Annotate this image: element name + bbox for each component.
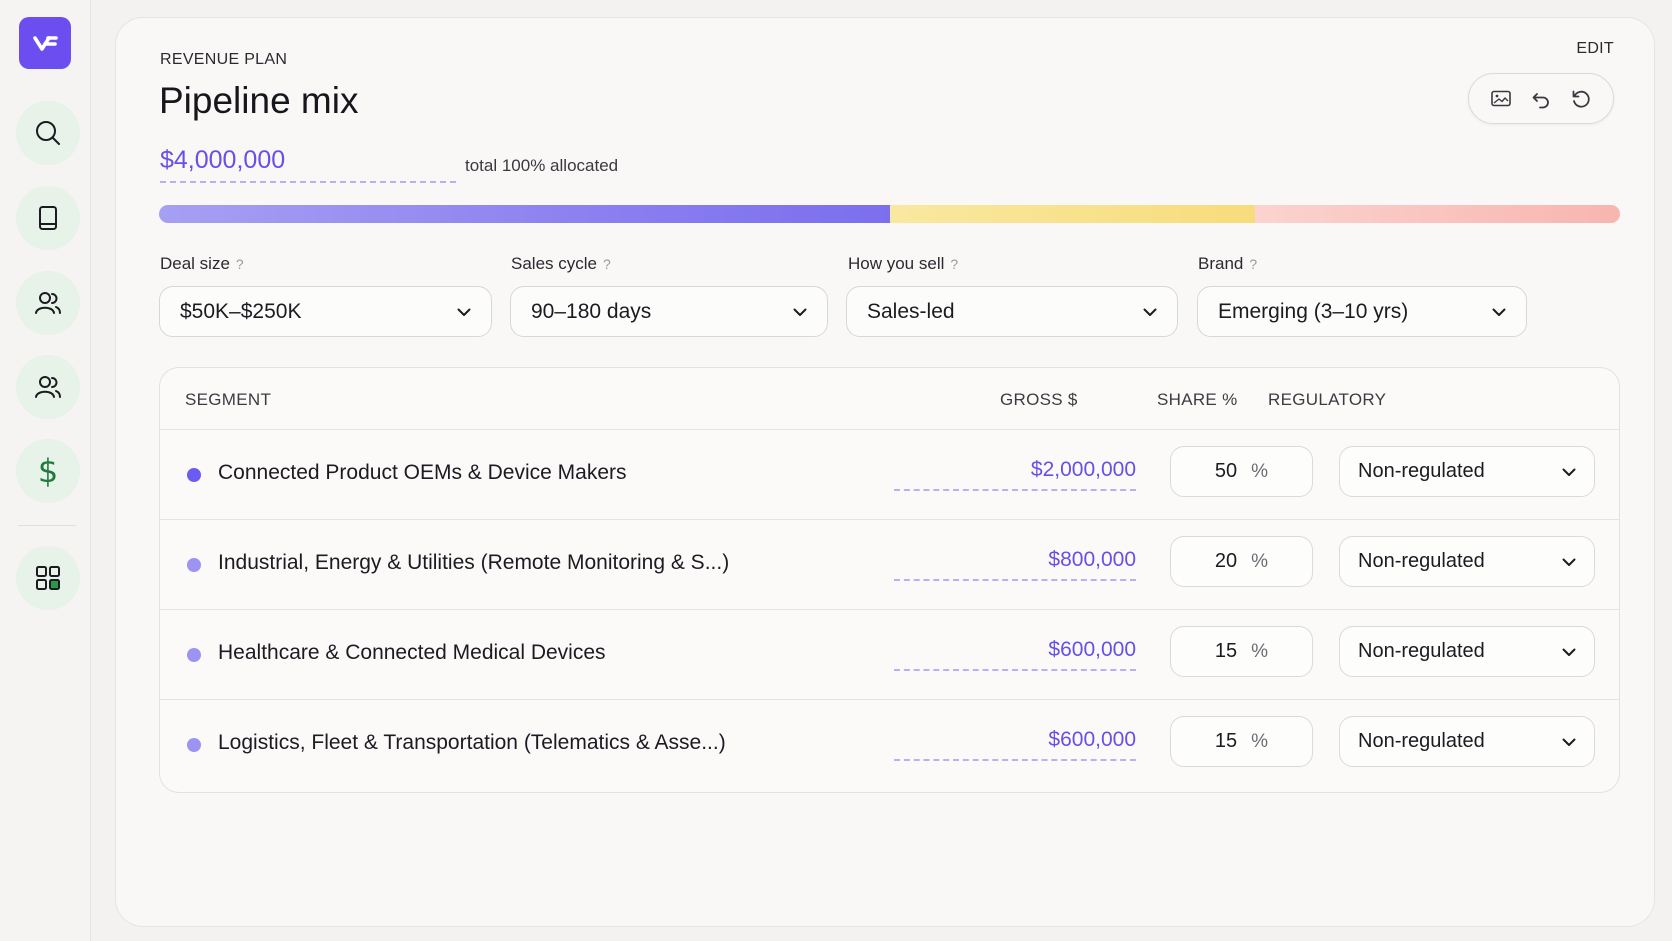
sidebar-item-revenue[interactable]: $	[16, 439, 80, 503]
sidebar: $	[0, 0, 91, 941]
column-header-gross: GROSS $	[1000, 390, 1078, 409]
brand-label: Brand?	[1198, 254, 1258, 273]
share-input[interactable]: 15%	[1170, 716, 1313, 767]
regulatory-select[interactable]: Non-regulated	[1339, 716, 1595, 767]
gross-amount[interactable]: $600,000	[894, 728, 1136, 761]
reset-button[interactable]	[1566, 84, 1596, 114]
chevron-down-icon	[1562, 558, 1576, 566]
sidebar-item-search[interactable]	[16, 101, 80, 165]
allocation-segment	[889, 205, 1255, 223]
column-header-share: SHARE %	[1157, 390, 1238, 409]
segment-name: Industrial, Energy & Utilities (Remote M…	[218, 551, 730, 574]
column-header-segment: SEGMENT	[185, 390, 272, 409]
allocation-note: total 100% allocated	[465, 156, 619, 175]
regulatory-select[interactable]: Non-regulated	[1339, 536, 1595, 587]
help-icon[interactable]: ?	[235, 256, 244, 272]
segment-dot	[187, 558, 201, 572]
brand-logo-icon	[33, 36, 58, 51]
reset-icon	[1572, 90, 1590, 108]
undo-button[interactable]	[1526, 84, 1556, 114]
chevron-down-icon	[1492, 308, 1506, 316]
search-icon	[36, 121, 60, 145]
segment-dot	[187, 468, 201, 482]
users-icon	[35, 376, 61, 398]
pipeline-card: REVENUE PLAN Pipeline mix EDIT $4,000,00…	[115, 17, 1655, 927]
sidebar-divider	[18, 525, 76, 526]
how-you-sell-select[interactable]: Sales-led	[846, 286, 1178, 337]
segment-table: SEGMENT GROSS $ SHARE % REGULATORY Conne…	[159, 367, 1620, 793]
help-icon[interactable]: ?	[602, 256, 611, 272]
help-icon[interactable]: ?	[950, 256, 959, 272]
page-title: Pipeline mix	[159, 80, 359, 121]
chevron-down-icon	[793, 308, 807, 316]
segment-name: Connected Product OEMs & Device Makers	[218, 461, 627, 484]
regulatory-select[interactable]: Non-regulated	[1339, 446, 1595, 497]
table-row: Logistics, Fleet & Transportation (Telem…	[160, 700, 1619, 790]
allocation-segment	[1254, 205, 1620, 223]
regulatory-select[interactable]: Non-regulated	[1339, 626, 1595, 677]
gross-amount[interactable]: $800,000	[894, 548, 1136, 581]
sales-cycle-label: Sales cycle?	[511, 254, 611, 273]
edit-label[interactable]: EDIT	[1576, 40, 1614, 57]
page-eyebrow: REVENUE PLAN	[160, 51, 288, 68]
chevron-down-icon	[1562, 468, 1576, 476]
brand-logo[interactable]	[19, 17, 71, 69]
users-icon	[35, 292, 61, 314]
brand-select[interactable]: Emerging (3–10 yrs)	[1197, 286, 1527, 337]
image-icon	[1491, 90, 1511, 106]
sidebar-item-people[interactable]	[16, 271, 80, 335]
share-input[interactable]: 20%	[1170, 536, 1313, 587]
gross-amount[interactable]: $2,000,000	[894, 458, 1136, 491]
segment-dot	[187, 648, 201, 662]
sidebar-item-apps[interactable]	[16, 546, 80, 610]
chevron-down-icon	[1562, 738, 1576, 746]
table-row: Healthcare & Connected Medical Devices $…	[160, 610, 1619, 700]
book-icon	[39, 206, 57, 230]
grid-icon	[36, 566, 60, 590]
dollar-icon: $	[37, 452, 59, 490]
gross-amount[interactable]: $600,000	[894, 638, 1136, 671]
segment-dot	[187, 738, 201, 752]
image-button[interactable]	[1486, 84, 1516, 114]
undo-icon	[1532, 92, 1549, 108]
segment-name: Logistics, Fleet & Transportation (Telem…	[218, 731, 726, 754]
column-header-regulatory: REGULATORY	[1268, 390, 1387, 409]
share-input[interactable]: 50%	[1170, 446, 1313, 497]
edit-toolbar	[1468, 73, 1614, 124]
deal-size-select[interactable]: $50K–$250K	[159, 286, 492, 337]
allocation-segment	[159, 205, 890, 223]
share-input[interactable]: 15%	[1170, 626, 1313, 677]
allocation-bar	[159, 205, 1620, 223]
chevron-down-icon	[1143, 308, 1157, 316]
table-header: SEGMENT GROSS $ SHARE % REGULATORY	[160, 368, 1619, 430]
table-row: Industrial, Energy & Utilities (Remote M…	[160, 520, 1619, 610]
sales-cycle-select[interactable]: 90–180 days	[510, 286, 828, 337]
chevron-down-icon	[1562, 648, 1576, 656]
total-amount[interactable]: $4,000,000	[160, 146, 456, 183]
help-icon[interactable]: ?	[1249, 256, 1258, 272]
segment-name: Healthcare & Connected Medical Devices	[218, 641, 606, 664]
sidebar-item-library[interactable]	[16, 186, 80, 250]
sidebar-item-team[interactable]	[16, 355, 80, 419]
deal-size-label: Deal size?	[160, 254, 244, 273]
how-you-sell-label: How you sell?	[848, 254, 959, 273]
chevron-down-icon	[457, 308, 471, 316]
table-row: Connected Product OEMs & Device Makers $…	[160, 430, 1619, 520]
